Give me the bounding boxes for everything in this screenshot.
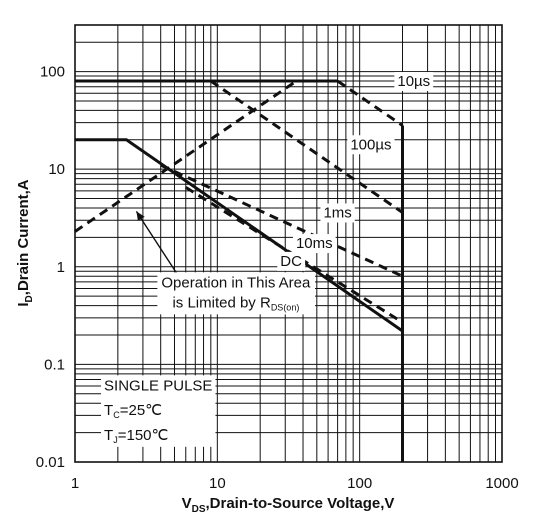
series-line bbox=[209, 79, 404, 214]
curve-label-background bbox=[320, 203, 355, 223]
curve-label-10us: 10µs bbox=[394, 72, 434, 92]
condition-tj: TJ=150℃ bbox=[104, 427, 168, 445]
plot-frame bbox=[74, 24, 503, 463]
series-line bbox=[75, 138, 404, 333]
curve-label: 1ms bbox=[323, 204, 351, 221]
curve-label: DC bbox=[280, 253, 302, 270]
y-tick-label: 1 bbox=[57, 259, 65, 276]
curve-label: 100µs bbox=[350, 136, 391, 153]
y-tick-label: 0.01 bbox=[36, 454, 65, 471]
curve-label-background bbox=[347, 135, 395, 155]
note-line-2-main: is Limited by R bbox=[172, 294, 271, 311]
test-conditions: SINGLE PULSE TC=25℃ TJ=150℃ bbox=[101, 375, 216, 447]
curve-label-dc: DC bbox=[277, 251, 306, 271]
curve-label-background bbox=[292, 234, 336, 254]
area-note: Operation in This Area is Limited by RDS… bbox=[135, 210, 316, 315]
x-tick-label: 1 bbox=[71, 475, 79, 492]
note-line-2-sub: DS(on) bbox=[271, 302, 300, 312]
curve-label-background bbox=[394, 72, 434, 92]
note-arrow bbox=[135, 210, 178, 275]
note-background bbox=[157, 272, 316, 315]
curve-label-1ms: 1ms bbox=[320, 203, 355, 223]
curve-label: 10µs bbox=[397, 73, 430, 90]
note-arrowhead bbox=[136, 211, 145, 222]
note-line-2: is Limited by RDS(on) bbox=[172, 294, 299, 312]
curve-label-10ms: 10ms bbox=[292, 234, 336, 254]
condition-tc: TC=25℃ bbox=[104, 402, 162, 420]
condition-single-pulse: SINGLE PULSE bbox=[104, 377, 212, 394]
y-tick-label: 100 bbox=[40, 64, 65, 81]
curve-label: 10ms bbox=[296, 235, 333, 252]
conditions-background bbox=[101, 375, 216, 447]
x-tick-label: 10 bbox=[209, 475, 226, 492]
x-tick-label: 100 bbox=[347, 475, 372, 492]
y-tick-label: 10 bbox=[48, 161, 65, 178]
x-tick-label: 1000 bbox=[485, 475, 518, 492]
y-axis-title: ID,Drain Current,A bbox=[15, 179, 35, 306]
curve-label-100us: 100µs bbox=[347, 135, 395, 155]
x-axis-title: VDS,Drain-to-Source Voltage,V bbox=[182, 495, 395, 515]
curve-label-background bbox=[277, 251, 306, 271]
note-line-1: Operation in This Area bbox=[161, 274, 311, 291]
series-line bbox=[336, 79, 404, 127]
y-tick-label: 0.1 bbox=[44, 356, 65, 373]
tick-labels: 1 10 100 1000 0.01 0.1 1 10 100 bbox=[36, 64, 519, 492]
